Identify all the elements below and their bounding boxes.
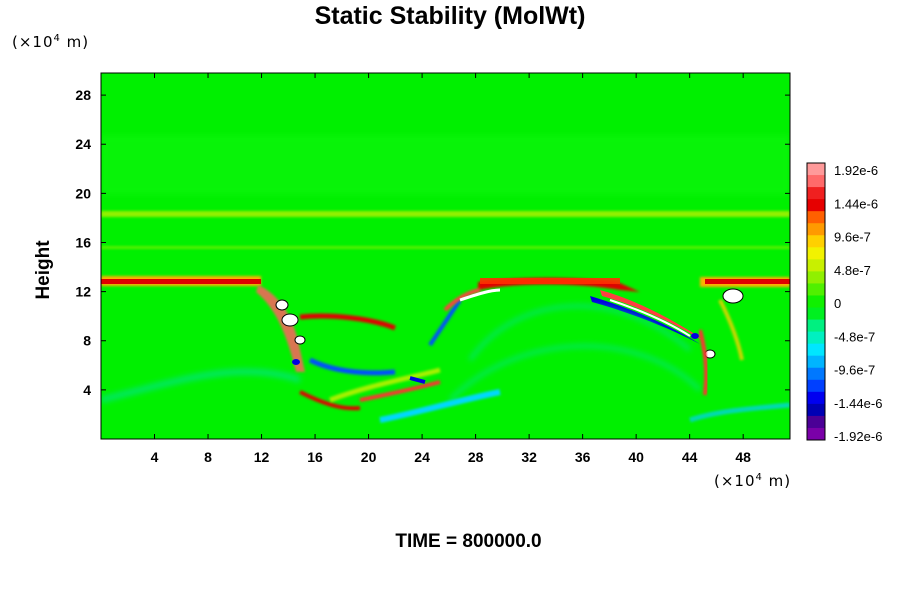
y-axis-unit: (×104 m) [12, 33, 89, 51]
x-tick-label: 20 [361, 449, 377, 465]
time-label: TIME = 800000.0 [395, 531, 542, 552]
x-tick-label: 32 [521, 449, 537, 465]
y-tick-label: 20 [75, 185, 91, 201]
y-unit-suffix: m) [60, 33, 90, 51]
colorbar-label: 9.6e-7 [834, 230, 871, 245]
y-tick-label: 8 [83, 333, 91, 349]
x-tick-label: 8 [204, 449, 212, 465]
x-tick-label: 36 [575, 449, 591, 465]
colorbar-swatch [807, 187, 825, 200]
colorbar-label: -9.6e-7 [834, 363, 875, 378]
x-unit-suffix: m) [762, 472, 792, 490]
x-unit-prefix: (×10 [714, 472, 756, 490]
x-tick-label: 40 [628, 449, 644, 465]
x-tick-label: 24 [414, 449, 430, 465]
colorbar-swatch [807, 379, 825, 393]
x-tick-label: 44 [682, 449, 698, 465]
colorbar-swatch [807, 391, 825, 405]
y-unit-exponent: 4 [53, 33, 61, 44]
colorbar-swatch [807, 259, 825, 272]
colorbar-swatch [807, 175, 825, 188]
colorbar-frame [806, 162, 826, 441]
colorbar-swatch [807, 367, 825, 381]
y-tick-label: 28 [75, 87, 91, 103]
y-tick-label: 16 [75, 234, 91, 250]
colorbar-label: -1.44e-6 [834, 396, 882, 411]
y-tick-label: 24 [75, 136, 91, 152]
colorbar-label: 1.44e-6 [834, 196, 878, 211]
x-tick-label: 12 [254, 449, 270, 465]
y-axis: 4 8 12 16 20 24 28 [75, 87, 790, 398]
x-tick-label: 28 [468, 449, 484, 465]
colorbar-swatch [807, 319, 825, 333]
colorbar-swatch [807, 199, 825, 212]
colorbar-swatch [807, 283, 825, 296]
x-tick-label: 4 [151, 449, 159, 465]
colorbar-label: 1.92e-6 [834, 163, 878, 178]
y-tick-label: 4 [83, 382, 91, 398]
colorbar-label: 0 [834, 296, 841, 311]
colorbar-swatch [807, 307, 825, 321]
plot-frame [100, 72, 791, 440]
y-unit-prefix: (×10 [12, 33, 54, 51]
x-unit-exponent: 4 [755, 472, 763, 483]
chart-title: Static Stability (MolWt) [314, 2, 586, 30]
heatmap-field [101, 73, 790, 439]
colorbar-swatch [807, 427, 825, 441]
colorbar-swatch [807, 403, 825, 417]
colorbar-swatch [807, 211, 825, 224]
colorbar-swatch [807, 163, 825, 176]
colorbar-swatch [807, 271, 825, 284]
x-tick-label: 16 [307, 449, 323, 465]
colorbar: 1.92e-6 1.44e-6 9.6e-7 4.8e-7 0 -4.8e-7 -9.6e-… [806, 162, 882, 444]
colorbar-swatch [807, 295, 825, 309]
colorbar-swatch [807, 343, 825, 357]
colorbar-swatch [807, 235, 825, 248]
y-tick-label: 12 [75, 284, 91, 300]
x-tick-label: 48 [735, 449, 751, 465]
x-axis-unit: (×104 m) [714, 472, 791, 490]
colorbar-swatch [807, 355, 825, 369]
colorbar-label: -1.92e-6 [834, 429, 882, 444]
colorbar-swatch [807, 223, 825, 236]
colorbar-swatch [807, 247, 825, 260]
colorbar-swatch [807, 415, 825, 429]
x-axis: 4 8 12 16 20 24 28 32 36 40 44 48 [151, 73, 751, 465]
colorbar-label: 4.8e-7 [834, 263, 871, 278]
colorbar-swatch [807, 331, 825, 345]
colorbar-label: -4.8e-7 [834, 329, 875, 344]
